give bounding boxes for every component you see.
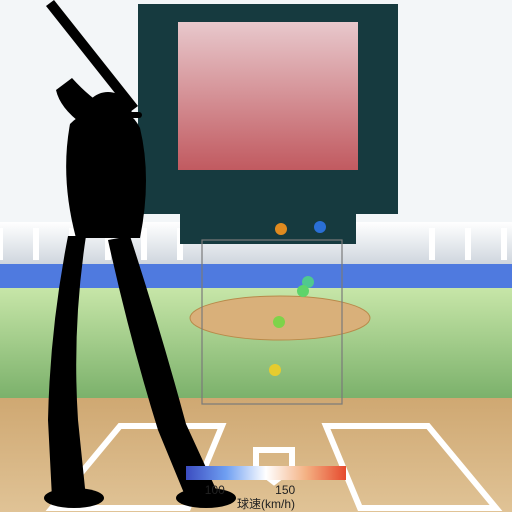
legend-tick-label: 100 <box>205 483 225 497</box>
legend-tick-label: 150 <box>275 483 295 497</box>
scoreboard-screen <box>178 22 358 170</box>
speed-legend-bar <box>186 466 346 480</box>
pitch-marker <box>269 364 281 376</box>
pitch-marker <box>314 221 326 233</box>
pitch-marker <box>273 316 285 328</box>
pitch-marker <box>297 285 309 297</box>
legend-axis-label: 球速(km/h) <box>237 497 295 511</box>
pitch-marker <box>275 223 287 235</box>
